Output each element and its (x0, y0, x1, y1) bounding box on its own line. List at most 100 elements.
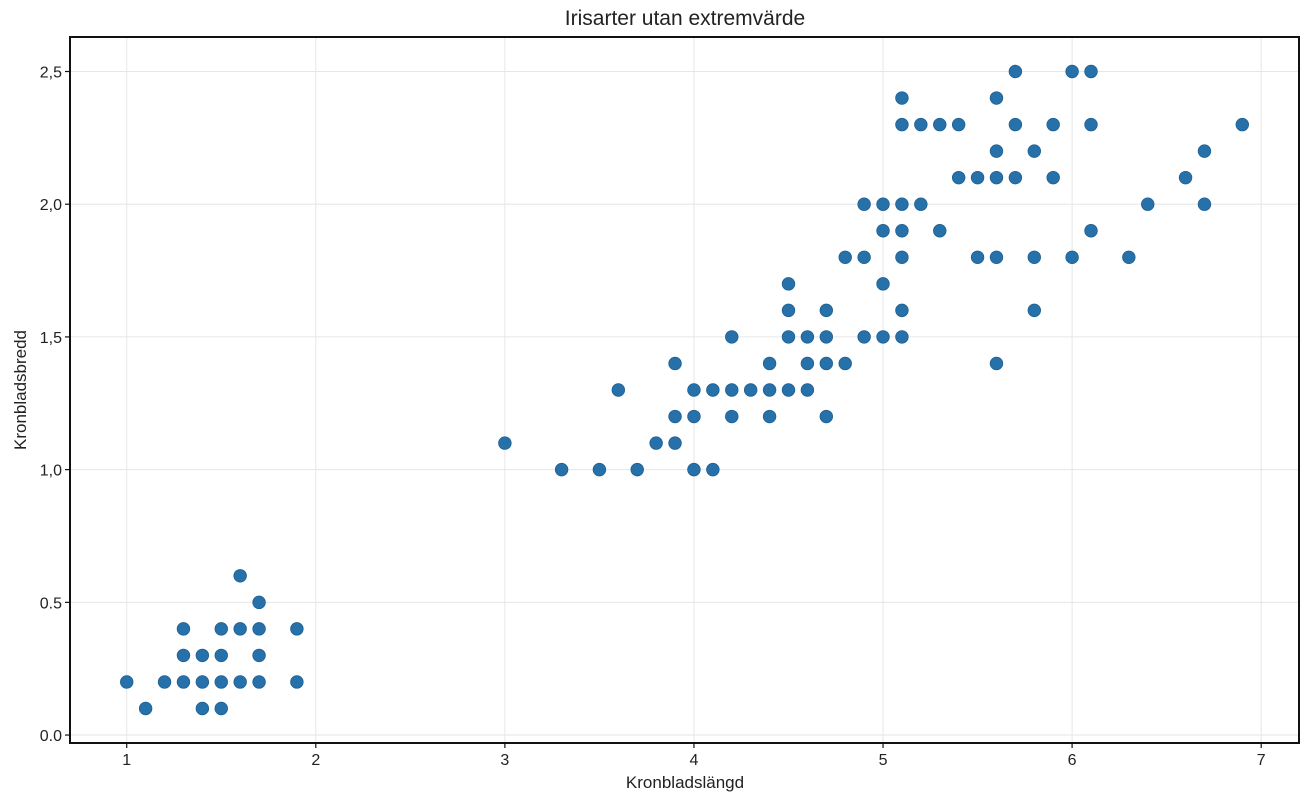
data-point (195, 648, 210, 663)
data-point (781, 303, 796, 318)
data-point (951, 170, 966, 185)
data-point (838, 356, 852, 371)
data-point (762, 409, 777, 424)
data-point (914, 117, 928, 132)
y-tick-label: 0.0 (40, 728, 62, 745)
x-axis-label: Kronbladslängd (626, 773, 744, 792)
data-point (725, 409, 739, 424)
y-axis-label: Kronbladsbredd (11, 330, 30, 450)
grid-lines (70, 37, 1299, 743)
data-point (1046, 117, 1060, 132)
data-point (1084, 117, 1098, 132)
data-point (592, 462, 607, 477)
data-point (630, 462, 644, 477)
data-point (933, 117, 947, 132)
data-point (252, 595, 266, 610)
data-point (687, 409, 701, 424)
data-point (970, 170, 985, 185)
data-point (914, 197, 928, 211)
x-tick-label: 2 (311, 752, 320, 769)
data-point (895, 197, 909, 211)
data-point (1084, 224, 1098, 238)
data-point (1084, 64, 1098, 79)
chart-title: Irisarter utan extremvärde (565, 7, 805, 30)
data-points (120, 64, 1249, 716)
data-point (800, 356, 815, 371)
data-point (895, 224, 909, 238)
x-tick-label: 7 (1257, 752, 1266, 769)
y-tick-label: 2,5 (40, 65, 62, 82)
data-point (819, 303, 834, 318)
data-point (290, 675, 304, 689)
data-point (498, 436, 512, 450)
data-point (933, 224, 947, 238)
data-point (1141, 197, 1155, 211)
data-point (876, 197, 890, 211)
data-point (668, 356, 682, 371)
data-point (649, 436, 663, 450)
data-point (895, 330, 909, 344)
data-point (120, 675, 134, 689)
data-point (1008, 64, 1023, 79)
data-point (252, 675, 266, 689)
data-point (895, 250, 909, 264)
data-point (725, 330, 739, 344)
data-point (762, 383, 777, 397)
data-point (876, 224, 890, 238)
data-point (214, 675, 228, 689)
data-point (989, 356, 1004, 371)
data-point (989, 144, 1004, 158)
data-point (857, 330, 871, 344)
x-tick-label: 5 (879, 752, 888, 769)
data-point (176, 622, 191, 636)
data-point (970, 250, 985, 264)
data-point (157, 675, 172, 689)
data-point (895, 117, 909, 132)
x-tick-label: 1 (122, 752, 131, 769)
data-point (800, 330, 815, 344)
data-point (1065, 250, 1079, 264)
data-point (781, 277, 796, 291)
data-point (611, 383, 626, 397)
data-point (1122, 250, 1136, 264)
data-point (725, 383, 739, 397)
y-tick-label: 1,0 (40, 463, 62, 480)
data-point (214, 622, 228, 636)
data-point (1027, 250, 1041, 264)
data-point (989, 250, 1004, 264)
data-point (781, 330, 796, 344)
data-point (1197, 144, 1212, 158)
data-point (214, 701, 228, 716)
data-point (668, 436, 682, 450)
data-point (1065, 64, 1079, 79)
data-point (195, 675, 210, 689)
x-axis-ticks: 1 2 3 4 5 6 7 (122, 743, 1266, 769)
data-point (819, 356, 834, 371)
data-point (233, 569, 247, 583)
data-point (989, 170, 1004, 185)
data-point (687, 462, 701, 477)
data-point (838, 250, 852, 264)
data-point (857, 197, 871, 211)
data-point (1008, 170, 1023, 185)
data-point (819, 409, 834, 424)
data-point (706, 383, 720, 397)
data-point (762, 356, 777, 371)
data-point (800, 383, 815, 397)
data-point (1178, 170, 1193, 185)
data-point (290, 622, 304, 636)
data-point (1197, 197, 1212, 211)
data-point (819, 330, 834, 344)
data-point (876, 330, 890, 344)
data-point (1027, 144, 1041, 158)
data-point (195, 701, 210, 716)
data-point (668, 409, 682, 424)
data-point (252, 648, 266, 663)
data-point (857, 250, 871, 264)
data-point (176, 675, 191, 689)
y-axis-ticks: 0.0 0.5 1,0 1,5 2,0 2,5 (40, 65, 70, 745)
data-point (138, 701, 153, 716)
x-tick-label: 6 (1068, 752, 1077, 769)
data-point (176, 648, 191, 663)
